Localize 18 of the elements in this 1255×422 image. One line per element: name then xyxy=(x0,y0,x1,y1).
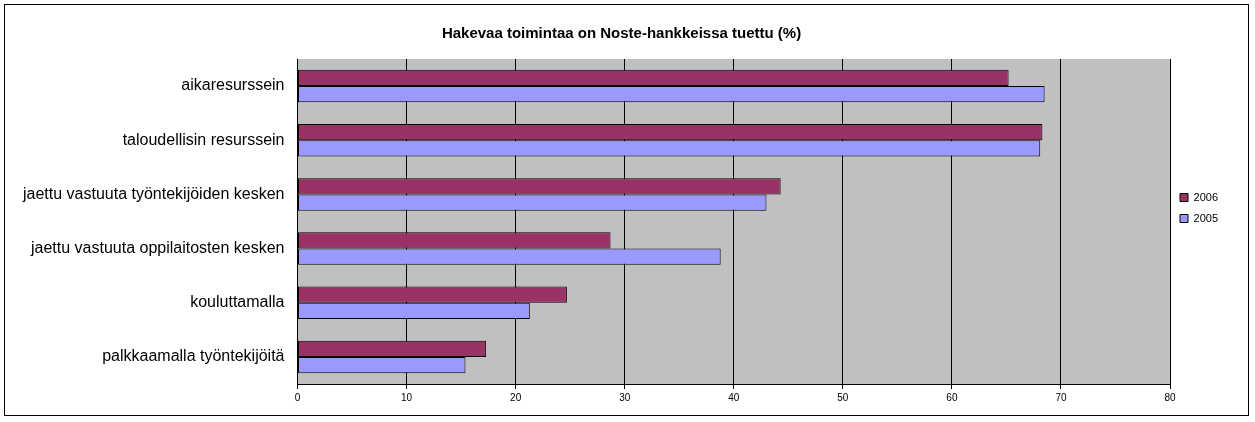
y-tick-label: taloudellisin resurssein xyxy=(122,130,285,148)
x-tick-label: 80 xyxy=(1164,391,1177,403)
legend-label: 2005 xyxy=(1193,211,1219,224)
x-tick-label: 20 xyxy=(510,391,522,403)
x-tick-label: 50 xyxy=(837,391,849,403)
x-tick-label: 40 xyxy=(728,391,740,403)
y-tick-label: palkkaamalla työntekijöitä xyxy=(102,347,285,365)
x-tick-label: 0 xyxy=(294,391,301,403)
y-tick-label: jaettu vastuuta oppilaitosten kesken xyxy=(30,238,285,256)
x-tick-label: 10 xyxy=(401,391,413,403)
x-tick-label: 70 xyxy=(1055,391,1067,403)
x-tick-label: 60 xyxy=(946,391,958,403)
y-tick-label: aikaresurssein xyxy=(181,76,285,94)
y-tick-label: kouluttamalla xyxy=(190,293,285,311)
chart-title: Hakevaa toimintaa on Noste-hankkeissa tuettu (%) xyxy=(441,24,802,42)
x-tick-label: 30 xyxy=(619,391,631,403)
y-tick-label: jaettu vastuuta työntekijöiden kesken xyxy=(22,184,285,202)
legend-label: 2006 xyxy=(1193,190,1219,203)
